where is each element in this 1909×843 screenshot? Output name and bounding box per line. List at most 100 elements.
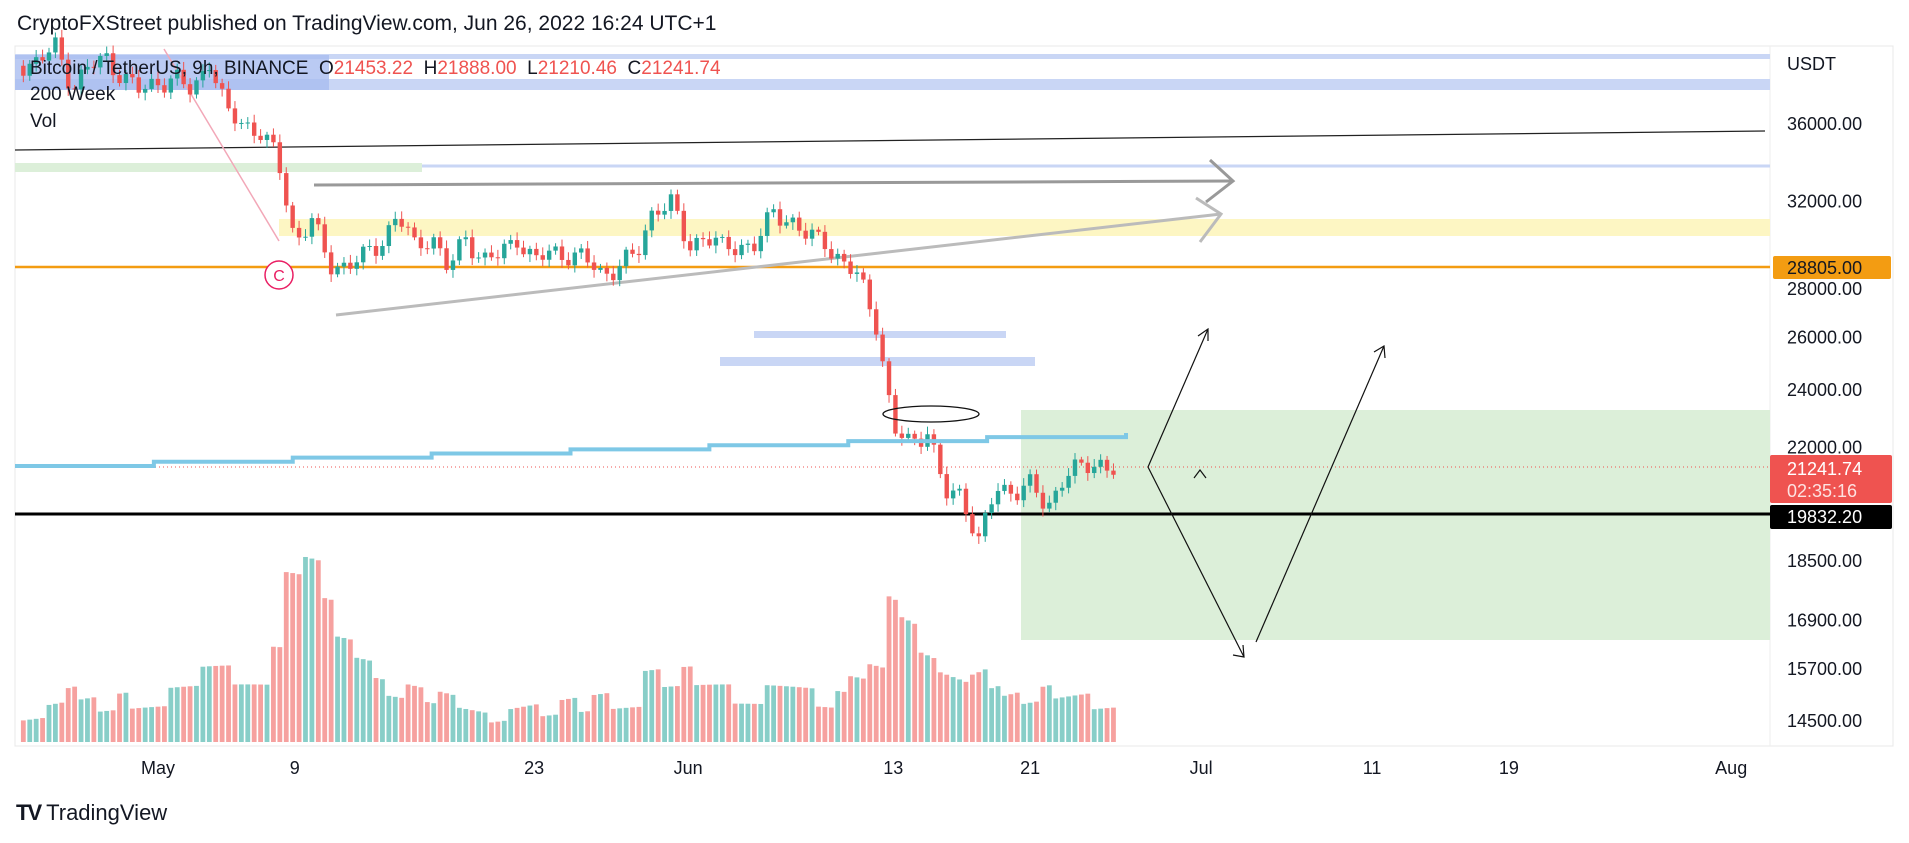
volume-bar (20, 720, 26, 742)
last-price-label: 21241.74 (1787, 459, 1862, 479)
triangle-top-line (313, 158, 1236, 204)
time-tick-label: May (141, 758, 175, 778)
volume-bar (476, 711, 482, 742)
volume-bar (40, 718, 45, 742)
candle-body (162, 85, 167, 93)
volume-bar (495, 721, 501, 742)
volume-bar (732, 703, 738, 742)
volume-bar (700, 684, 706, 742)
candle-body (309, 218, 315, 237)
candle-body (899, 433, 905, 438)
volume-bar (213, 665, 219, 742)
volume-bar (963, 681, 969, 742)
candle-body (348, 262, 353, 269)
price-tick-label: 24000.00 (1787, 380, 1862, 400)
black-level-label-bg (1770, 505, 1892, 529)
volume-bar (764, 685, 770, 742)
volume-bar (386, 695, 392, 742)
price-tick-label: 26000.00 (1787, 328, 1862, 348)
volume-bar (675, 686, 680, 742)
candle-body (450, 260, 456, 270)
candle-body (239, 122, 244, 124)
candle-body (303, 236, 308, 238)
volume-bar (630, 707, 635, 742)
volume-bar (129, 708, 135, 742)
volume-bar (104, 710, 110, 742)
volume-bar (335, 636, 340, 742)
candles-layer (21, 29, 1116, 544)
tradingview-logo[interactable]: TV TradingView (16, 800, 167, 826)
volume-bar (78, 699, 84, 742)
candle-body (514, 240, 520, 248)
volume-bar (1098, 708, 1104, 742)
symbol-name[interactable]: Bitcoin / TetherUS, 9h, BINANCE (30, 58, 309, 79)
indicator-200-week[interactable]: 200 Week (30, 84, 116, 105)
black-level-label: 19832.20 (1787, 507, 1862, 527)
candle-body (502, 243, 507, 259)
candle-body (98, 55, 103, 68)
time-axis[interactable]: May 9 23 Jun 13 21 Jul 11 19 Aug (141, 758, 1747, 778)
candle-body (816, 229, 821, 232)
candle-body (431, 237, 436, 249)
volume-bar (623, 707, 629, 742)
orange-level-label: 28805.00 (1787, 258, 1862, 278)
volume-bar (347, 639, 353, 742)
volume-bar (1014, 692, 1020, 742)
volume-bar (1040, 686, 1046, 742)
triangle-bottom-line (335, 196, 1224, 317)
volume-bar (1072, 695, 1078, 742)
volume-bar (937, 672, 943, 742)
indicator-volume[interactable]: Vol (30, 111, 57, 132)
candle-body (194, 80, 199, 95)
volume-bar (905, 620, 911, 742)
volume-bar (418, 687, 424, 742)
candle-body (688, 241, 693, 251)
price-axis[interactable]: 36000.00 32000.00 28000.00 26000.00 24000.00… (1787, 114, 1862, 731)
volume-bar (155, 706, 161, 742)
open-value: 21453.22 (333, 58, 414, 79)
candle-body (630, 249, 635, 254)
projection-arrows (1147, 327, 1386, 658)
volume-bar (751, 703, 757, 742)
candle-body (572, 252, 578, 266)
candle-body (1040, 492, 1046, 509)
volume-bar (598, 694, 603, 742)
volume-bar (957, 679, 962, 742)
candle-body (566, 259, 571, 266)
volume-bar (97, 711, 103, 742)
time-tick-label: Jul (1190, 758, 1213, 778)
volume-bar (521, 706, 526, 742)
volume-bar (527, 705, 533, 742)
volume-bar (283, 572, 289, 742)
volume-bar (142, 707, 148, 742)
volume-bar (899, 617, 905, 742)
candle-body (822, 231, 828, 250)
candle-body (790, 217, 796, 223)
candle-body (245, 122, 250, 124)
volume-bar (1053, 698, 1059, 742)
candle-body (1066, 475, 1071, 488)
volume-bar (258, 684, 263, 742)
volume-bar (950, 677, 956, 742)
volume-bar (168, 687, 174, 742)
volume-bar (181, 686, 187, 742)
candle-body (906, 433, 911, 438)
candle-body (938, 444, 943, 475)
candle-body (21, 65, 26, 76)
candle-body (771, 209, 776, 213)
volume-bar (796, 687, 802, 742)
candle-body (957, 488, 962, 491)
volume-bar (687, 666, 693, 742)
volume-bar (969, 674, 975, 742)
volume-bar (546, 715, 552, 742)
volume-bar (873, 665, 879, 742)
candle-body (136, 77, 141, 93)
green-zone-left (15, 163, 422, 172)
volume-bar (931, 658, 937, 742)
volume-bar (53, 703, 58, 742)
volume-bar (860, 678, 866, 742)
candle-body (341, 262, 347, 267)
volume-bar (719, 684, 725, 742)
candle-body (393, 218, 398, 226)
